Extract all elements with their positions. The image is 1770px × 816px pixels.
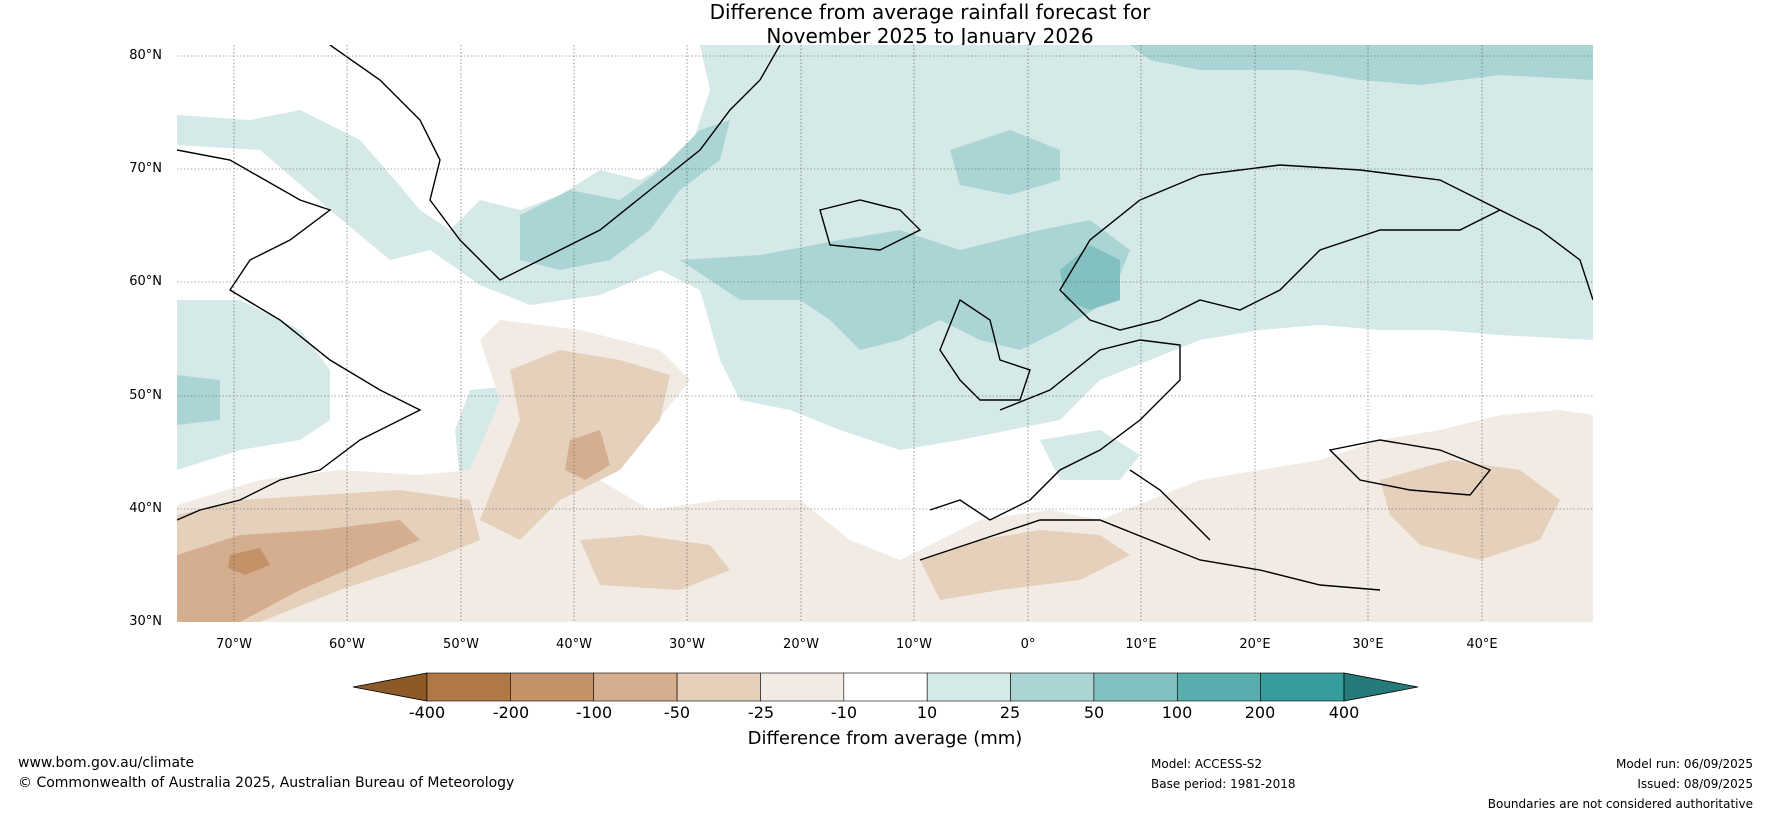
coast-italy: [1129, 469, 1211, 541]
lon-label-60w: 60°W: [329, 637, 365, 652]
title-line-1: Difference from average rainfall forecas…: [709, 0, 1151, 24]
lon-label-40w: 40°W: [556, 637, 592, 652]
wet-core-barents: [1130, 45, 1593, 85]
lat-label-70n: 70°N: [129, 161, 162, 176]
lon-label-20w: 20°W: [783, 637, 819, 652]
colorbar-extend-high: [1343, 672, 1419, 702]
coast-east: [1499, 209, 1593, 301]
colorbar-tick-6: -10: [830, 703, 858, 722]
lat-label-60n: 60°N: [129, 274, 162, 289]
footer-issued: Issued: 08/09/2025: [1637, 777, 1753, 791]
wet-core-norwegian-sea: [950, 130, 1060, 195]
colorbar-segment: [760, 672, 845, 702]
dry-core-southwest: [177, 520, 420, 622]
colorbar-tick-12: 400: [1328, 703, 1360, 722]
dry-region-mid-south: [580, 535, 730, 590]
colorbar-segment: [1093, 672, 1178, 702]
coast-greenland: [329, 45, 781, 281]
colorbar-tick-2: -200: [492, 703, 530, 722]
lon-label-10w: 10°W: [896, 637, 932, 652]
colorbar-segment: [676, 672, 761, 702]
colorbar-segment: [1010, 672, 1095, 702]
colorbar-tick-3: -100: [575, 703, 613, 722]
lon-label-0: 0°: [1020, 637, 1036, 652]
colorbar-segment: [510, 672, 595, 702]
colorbar-tick-4: -50: [663, 703, 691, 722]
graticule: [177, 45, 1593, 622]
lon-label-10e: 10°E: [1125, 637, 1157, 652]
lat-label-30n: 30°N: [129, 614, 162, 629]
colorbar-segment: [593, 672, 678, 702]
dry-core-far-southwest: [228, 548, 270, 575]
dry-core-mid-atlantic: [565, 430, 610, 480]
coast-north-africa: [919, 519, 1381, 591]
colorbar-tick-5: -25: [747, 703, 775, 722]
title-line-2: November 2025 to January 2026: [766, 24, 1094, 48]
colorbar-tick-1: -400: [408, 703, 446, 722]
coast-iceland: [819, 199, 922, 251]
footer-website: www.bom.gov.au/climate: [18, 755, 195, 771]
lon-label-30e: 30°E: [1352, 637, 1384, 652]
colorbar-segment: [1260, 672, 1345, 702]
dry-region-middle-east: [1380, 460, 1560, 560]
footer-disclaimer: Boundaries are not considered authoritat…: [1487, 797, 1753, 811]
footer-base-period: Base period: 1981-2018: [1151, 777, 1296, 791]
lon-label-40e: 40°E: [1466, 637, 1498, 652]
colorbar-segment: [426, 672, 511, 702]
colorbar-label: Difference from average (mm): [747, 728, 1023, 749]
lat-label-80n: 80°N: [129, 48, 162, 63]
footer-copyright: © Commonwealth of Australia 2025, Austra…: [18, 775, 515, 791]
lon-label-20e: 20°E: [1239, 637, 1271, 652]
colorbar-tick-10: 100: [1161, 703, 1193, 722]
wet-core-west: [177, 375, 220, 425]
footer-model: Model: ACCESS-S2: [1151, 757, 1263, 771]
wet-core-norway-coast: [1060, 245, 1120, 310]
coast-black-sea: [1328, 439, 1492, 496]
map-title: Difference from average rainfall forecas…: [0, 0, 1770, 48]
wet-core-greenland-sea: [520, 120, 730, 270]
colorbar-tick-9: 50: [1083, 703, 1105, 722]
colorbar-segment: [843, 672, 928, 702]
coast-europe-west: [929, 339, 1181, 521]
colorbar-segment: [1176, 672, 1261, 702]
coast-canada-north: [177, 149, 422, 521]
lat-label-50n: 50°N: [129, 388, 162, 403]
colorbar-extend-low: [352, 672, 428, 702]
colorbar: [352, 672, 1419, 702]
colorbar-tick-8: 25: [999, 703, 1021, 722]
colorbar-segment: [926, 672, 1011, 702]
coastlines: [177, 45, 1593, 591]
lon-label-30w: 30°W: [669, 637, 705, 652]
coast-british-isles: [939, 298, 1031, 401]
rainfall-anomaly-field: [177, 45, 1593, 622]
lat-label-40n: 40°N: [129, 501, 162, 516]
coast-scandinavia: [1059, 164, 1502, 331]
dry-region-sahara: [920, 530, 1130, 600]
wet-core-north-sea: [680, 220, 1130, 350]
lon-label-70w: 70°W: [216, 637, 252, 652]
colorbar-tick-7: 10: [916, 703, 938, 722]
colorbar-tick-11: 200: [1244, 703, 1276, 722]
footer-model-run: Model run: 06/09/2025: [1615, 757, 1753, 771]
lon-label-50w: 50°W: [443, 637, 479, 652]
wet-region-west-atlantic: [177, 300, 330, 470]
